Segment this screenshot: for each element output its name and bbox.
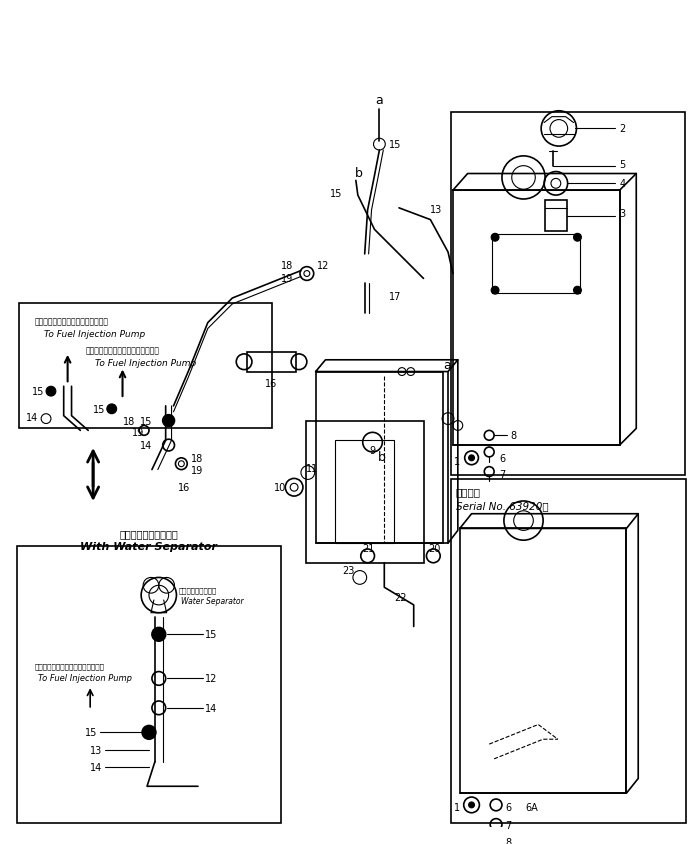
Text: 11: 11 [306, 463, 318, 473]
Text: b: b [378, 451, 385, 464]
Text: 20: 20 [429, 544, 441, 554]
Text: 3: 3 [620, 208, 625, 219]
Text: 15: 15 [93, 404, 105, 414]
Text: 23: 23 [343, 565, 355, 575]
Text: 18: 18 [191, 453, 203, 463]
Text: 15: 15 [389, 140, 401, 150]
Bar [19, 304, 272, 429]
Text: a: a [443, 359, 451, 371]
Text: 18: 18 [123, 416, 135, 426]
Circle shape [142, 726, 156, 739]
Text: 1: 1 [454, 802, 460, 812]
Text: 8: 8 [511, 430, 517, 441]
Text: 15: 15 [31, 387, 44, 397]
Bar [315, 372, 443, 544]
Text: 19: 19 [133, 428, 144, 438]
Bar [460, 529, 627, 793]
Bar [545, 201, 567, 232]
Text: 6A: 6A [526, 802, 538, 812]
Text: 15: 15 [329, 189, 342, 199]
Text: 16: 16 [179, 483, 191, 493]
Text: To Fuel Injection Pump: To Fuel Injection Pump [38, 674, 132, 682]
Text: b: b [355, 167, 363, 180]
Text: 2: 2 [620, 124, 626, 134]
Text: 18: 18 [281, 261, 293, 270]
Circle shape [163, 415, 174, 427]
Text: 13: 13 [89, 745, 102, 755]
Text: 19: 19 [191, 465, 203, 475]
Text: 17: 17 [389, 292, 401, 301]
Bar [451, 112, 685, 475]
Text: 14: 14 [140, 441, 152, 451]
Text: Serial No. 63920～: Serial No. 63920～ [456, 500, 549, 511]
Text: With Water Separator: With Water Separator [80, 542, 218, 551]
Bar [306, 421, 424, 563]
Text: 10: 10 [274, 483, 286, 493]
Text: 7: 7 [499, 469, 505, 479]
Text: 4: 4 [620, 179, 625, 189]
Text: 1: 1 [454, 457, 460, 466]
Text: To Fuel Injection Pump: To Fuel Injection Pump [44, 329, 145, 338]
Text: 21: 21 [362, 544, 375, 554]
Text: 6: 6 [499, 453, 505, 463]
Bar [453, 191, 620, 446]
Circle shape [468, 456, 475, 461]
Bar [17, 546, 281, 823]
Text: フュエルインジェクションポンプへ: フュエルインジェクションポンプへ [85, 346, 159, 355]
Text: 7: 7 [505, 820, 511, 830]
Circle shape [574, 234, 581, 242]
Circle shape [152, 628, 165, 641]
Text: 12: 12 [205, 674, 217, 684]
Text: ウォータセパレータ付: ウォータセパレータ付 [119, 528, 179, 538]
Bar [451, 480, 686, 823]
Circle shape [574, 287, 581, 295]
Bar [335, 441, 394, 544]
Circle shape [107, 404, 117, 414]
Text: Water Separator: Water Separator [181, 597, 244, 606]
Text: 8: 8 [505, 837, 511, 844]
Text: 19: 19 [281, 274, 293, 284]
Text: 22: 22 [394, 592, 407, 603]
Text: 15: 15 [205, 630, 217, 640]
Text: フュエルインジェクションポンプへ: フュエルインジェクションポンプへ [34, 663, 104, 669]
Text: 5: 5 [620, 160, 626, 170]
Circle shape [491, 234, 499, 242]
Text: a: a [376, 95, 383, 107]
Text: 14: 14 [89, 762, 102, 771]
Text: 9: 9 [369, 446, 376, 456]
Text: ウォータセパレータ: ウォータセパレータ [179, 587, 216, 594]
Text: 13: 13 [431, 204, 443, 214]
Text: 16: 16 [265, 379, 277, 389]
Circle shape [468, 802, 475, 808]
Text: 15: 15 [84, 728, 97, 738]
Text: 12: 12 [317, 261, 329, 270]
Text: 15: 15 [140, 416, 152, 426]
Text: フュエルインジェクションポンプへ: フュエルインジェクションポンプへ [34, 316, 108, 326]
Text: 6: 6 [505, 802, 511, 812]
Text: 14: 14 [205, 703, 217, 713]
Circle shape [491, 287, 499, 295]
Bar [492, 235, 580, 294]
Text: 14: 14 [26, 412, 38, 422]
Circle shape [46, 387, 56, 397]
Bar [247, 353, 296, 372]
Text: To Fuel Injection Pump: To Fuel Injection Pump [95, 359, 196, 368]
Text: 適用号機: 適用号機 [456, 487, 481, 496]
